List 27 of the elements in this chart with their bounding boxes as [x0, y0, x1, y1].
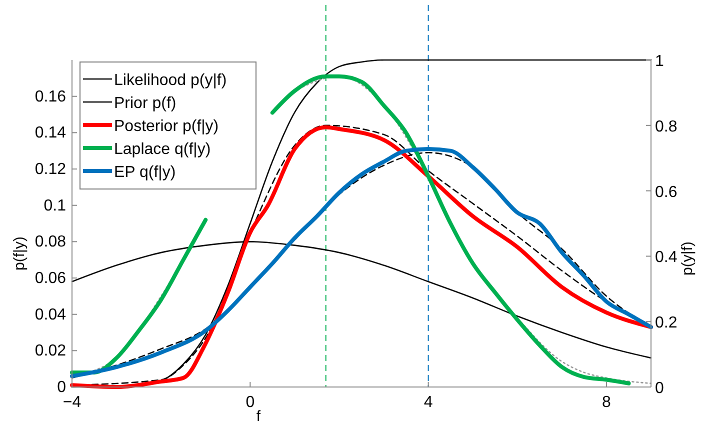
legend-label: Prior p(f)	[114, 95, 176, 112]
y-tick-label: 0.08	[34, 234, 66, 251]
y-tick-label: 0.1	[44, 197, 66, 214]
y-tick-label: 0.04	[34, 306, 66, 324]
y2-tick-label: 0.6	[655, 184, 678, 201]
x-tick-label: 8	[602, 394, 612, 411]
y-tick-label: 0.16	[34, 88, 66, 106]
x-tick-label: 0	[246, 394, 255, 411]
y2-tick-label: 0.4	[655, 249, 678, 266]
x-tick-label: 4	[424, 394, 433, 411]
y-tick-label: 0.06	[34, 270, 66, 287]
y2-tick-label: 1	[655, 53, 664, 70]
legend-label: EP q(f|y)	[114, 164, 176, 181]
legend-label: Posterior p(f|y)	[114, 118, 219, 135]
y-tick-label: 0.12	[34, 161, 66, 178]
y-axis-title: p(f|y)	[11, 236, 28, 270]
x-tick-label: −4	[62, 394, 82, 411]
y-tick-label: 0.02	[34, 342, 66, 360]
y2-axis-title: p(y|f)	[679, 242, 696, 276]
x-axis-title: f	[256, 408, 262, 425]
y2-tick-label: 0.8	[655, 118, 678, 136]
y2-tick-label: 0	[655, 380, 664, 397]
y-tick-label: 0	[57, 379, 66, 396]
y2-tick-label: 0.2	[655, 314, 678, 332]
y-tick-label: 0.14	[34, 124, 66, 142]
legend-label: Likelihood p(y|f)	[114, 72, 227, 89]
legend-label: Laplace q(f|y)	[114, 141, 211, 158]
